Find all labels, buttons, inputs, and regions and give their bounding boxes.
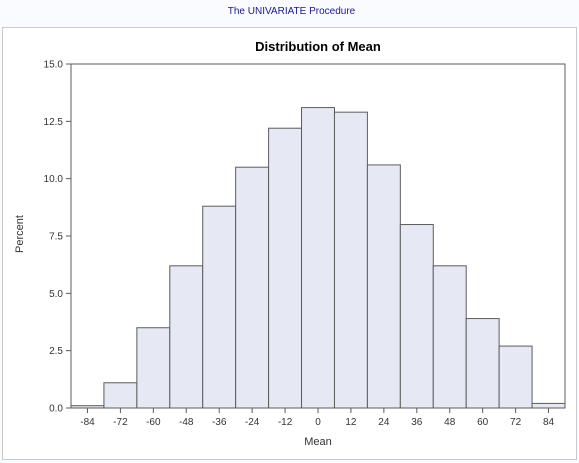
x-tick-label: -36: [212, 417, 227, 428]
y-tick-label: 15.0: [44, 60, 64, 71]
histogram-bar: [103, 382, 138, 409]
x-tick-label: 0: [315, 417, 321, 428]
x-tick-label: 60: [477, 417, 489, 428]
x-tick-label: -84: [80, 417, 95, 428]
x-tick-label: -12: [278, 417, 293, 428]
x-tick-label: -24: [245, 417, 260, 428]
x-tick-label: 72: [510, 417, 522, 428]
histogram-bar: [235, 166, 270, 409]
plot-area-border: [70, 63, 566, 409]
x-tick-label: -48: [179, 417, 194, 428]
histogram-bar: [498, 345, 533, 409]
bars-group: [70, 107, 566, 409]
x-tick-label: 36: [411, 417, 423, 428]
y-tick-label: 0.0: [49, 404, 63, 415]
histogram-bar: [465, 318, 500, 409]
x-axis: -84 -72 -60 -48 -36 -24 -12 0 12 24 36 48 60 72 84: [80, 408, 555, 428]
y-axis-label: Percent: [14, 215, 26, 253]
y-tick-label: 5.0: [49, 289, 63, 300]
procedure-title: The UNIVARIATE Procedure: [227, 6, 356, 17]
x-tick-label: 84: [543, 417, 555, 428]
histogram-bar: [432, 265, 467, 409]
y-tick-label: 2.5: [49, 346, 63, 357]
chart-title: Distribution of Mean: [255, 39, 381, 54]
x-tick-label: -60: [146, 417, 161, 428]
histogram-bar: [531, 402, 566, 409]
x-tick-label: 12: [345, 417, 357, 428]
x-tick-label: 24: [378, 417, 390, 428]
histogram-bar: [202, 205, 237, 409]
histogram-bar: [169, 265, 204, 409]
y-axis: 0.0 2.5 5.0 7.5 10.0 12.5 15.0: [44, 60, 71, 415]
x-tick-label: 48: [444, 417, 456, 428]
x-tick-label: -72: [113, 417, 128, 428]
histogram-bar: [301, 107, 335, 409]
x-axis-label: Mean: [304, 436, 332, 448]
histogram-bar: [366, 164, 401, 409]
y-tick-label: 10.0: [44, 174, 64, 185]
histogram-bar: [268, 127, 303, 409]
histogram-bar: [399, 224, 434, 409]
histogram-bar: [136, 327, 171, 409]
y-tick-label: 12.5: [44, 117, 64, 128]
histogram-bar: [333, 111, 368, 409]
y-tick-label: 7.5: [49, 232, 63, 243]
